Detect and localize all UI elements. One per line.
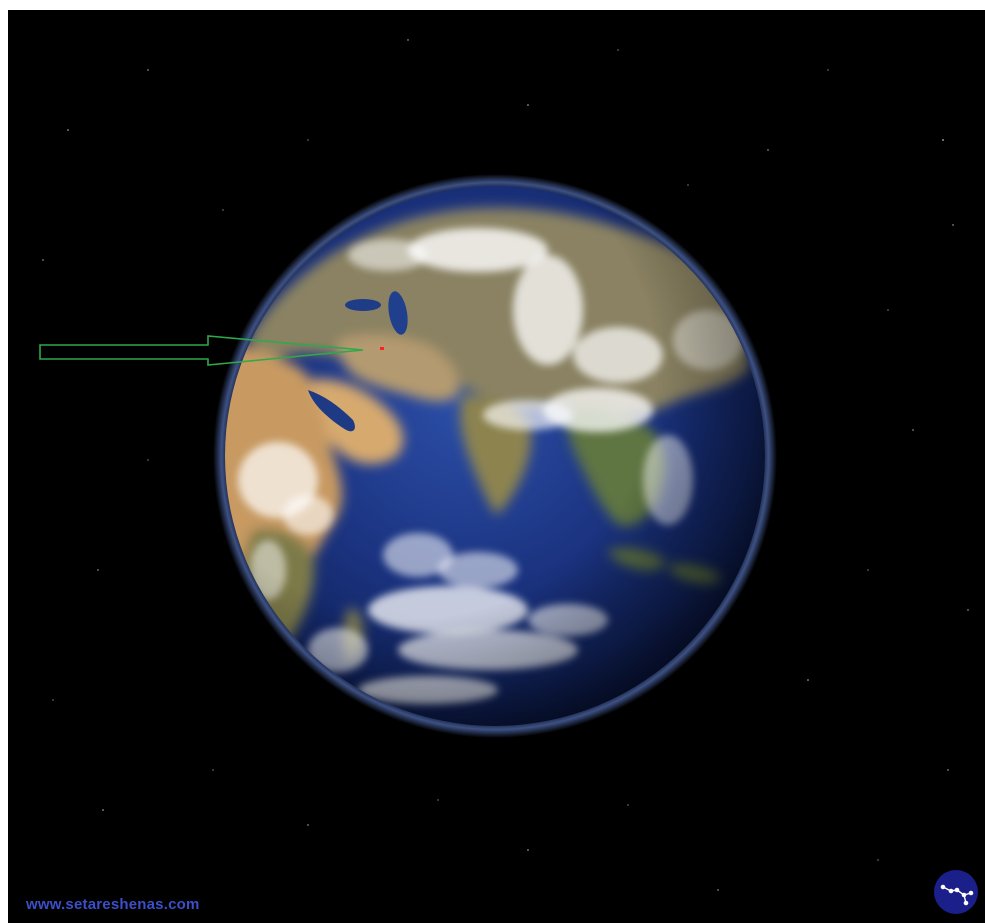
photo-frame: www.setareshenas.com: [8, 10, 985, 923]
location-marker: [380, 347, 384, 350]
stars: [42, 39, 969, 891]
arrow-pointer: [39, 335, 364, 366]
constellation-icon: [933, 869, 979, 915]
earth-scene: [39, 39, 969, 891]
earth-globe: [225, 186, 765, 726]
watermark-url: www.setareshenas.com: [26, 896, 200, 913]
